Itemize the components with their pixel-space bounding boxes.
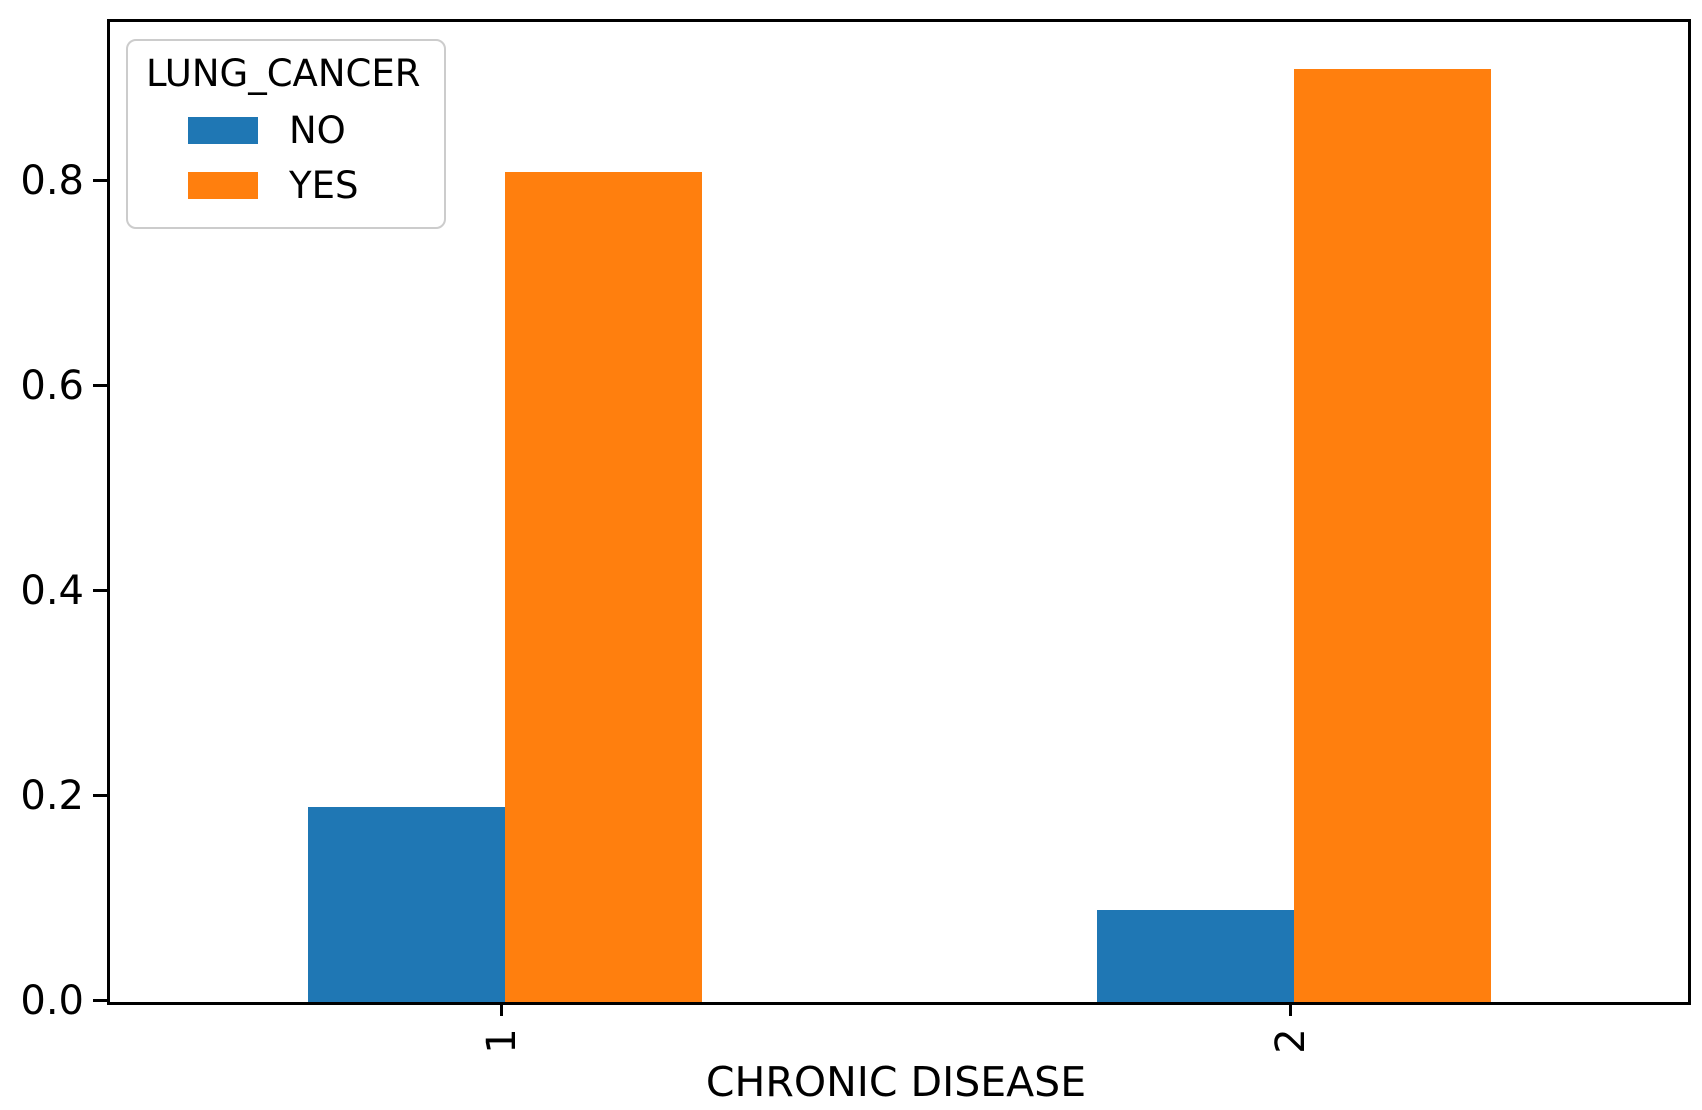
y-tick-label: 0.8 — [20, 158, 84, 204]
bar-yes-category-1 — [505, 172, 702, 1002]
y-tick-label: 0.2 — [20, 773, 84, 819]
bar-no-category-1 — [308, 807, 505, 1002]
y-tick-label: 0.0 — [20, 978, 84, 1024]
x-tick-label: 2 — [1268, 1028, 1314, 1054]
y-tick-mark — [93, 179, 107, 182]
y-tick-mark — [93, 999, 107, 1002]
x-tick-mark — [1289, 1002, 1292, 1016]
bar-no-category-2 — [1097, 910, 1294, 1002]
y-tick-mark — [93, 384, 107, 387]
legend: LUNG_CANCER NO YES — [126, 39, 447, 229]
plot-area: LUNG_CANCER NO YES — [107, 19, 1691, 1005]
y-tick-mark — [93, 589, 107, 592]
legend-swatch-no-icon — [188, 117, 258, 144]
y-tick-label: 0.4 — [20, 568, 84, 614]
legend-title: LUNG_CANCER — [146, 52, 421, 95]
x-tick-label: 1 — [479, 1028, 525, 1054]
legend-label-yes: YES — [289, 164, 359, 207]
bar-yes-category-2 — [1294, 69, 1491, 1002]
y-tick-label: 0.6 — [20, 363, 84, 409]
legend-item-no: NO — [142, 103, 424, 158]
legend-swatch-yes-icon — [188, 172, 258, 199]
y-tick-mark — [93, 794, 107, 797]
x-tick-mark — [500, 1002, 503, 1016]
legend-item-yes: YES — [142, 158, 424, 213]
legend-label-no: NO — [289, 109, 346, 152]
x-axis-label: CHRONIC DISEASE — [705, 1058, 1087, 1106]
